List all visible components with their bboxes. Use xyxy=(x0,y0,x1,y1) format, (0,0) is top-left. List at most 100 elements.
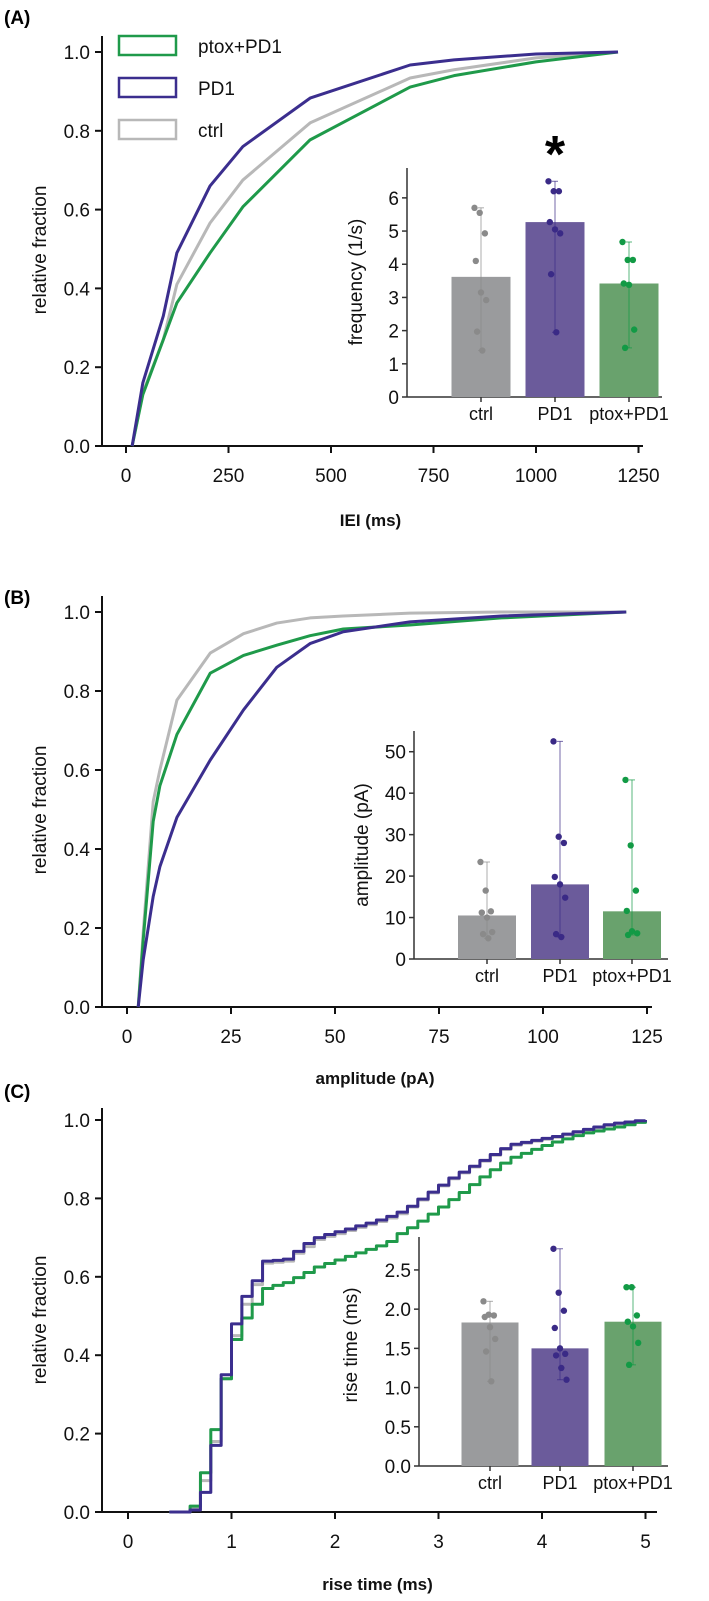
y-tick-label: 0.2 xyxy=(64,1425,90,1446)
y-tick-label: 0.6 xyxy=(64,1268,90,1289)
cdf-line-ptox xyxy=(136,610,627,1008)
inset-category-label: ptox+PD1 xyxy=(592,966,672,986)
x-tick-label: 3 xyxy=(433,1532,444,1553)
inset-y-tick-label: 1 xyxy=(388,355,399,376)
data-point-ctrl xyxy=(486,1323,494,1331)
y-tick-label: 0.4 xyxy=(64,279,91,300)
inset-y-tick-label: 0.0 xyxy=(385,1457,411,1478)
y-tick-label: 1.0 xyxy=(64,1111,90,1132)
y-tick-label: 1.0 xyxy=(64,603,90,624)
x-tick-label: 100 xyxy=(527,1027,559,1048)
inset-y-tick-label: 30 xyxy=(385,826,406,847)
y-tick-label: 1.0 xyxy=(64,43,90,64)
inset-category-label: ctrl xyxy=(478,1473,502,1493)
data-point-PD1 xyxy=(550,1245,557,1252)
inset-y-tick-label: 0 xyxy=(395,950,406,971)
data-point-ptox xyxy=(621,344,629,352)
x-tick-label: 25 xyxy=(220,1027,241,1048)
inset-category-label: ptox+PD1 xyxy=(589,404,669,424)
cdf-line-ptox xyxy=(169,1120,647,1514)
data-point-ptox xyxy=(623,1283,630,1291)
data-point-PD1 xyxy=(555,1289,562,1296)
inset-y-tick-label: 0 xyxy=(388,388,399,409)
data-point-ctrl xyxy=(479,930,487,938)
inset-y-tick-label: 2.5 xyxy=(385,1261,411,1282)
inset-category-label: ptox+PD1 xyxy=(593,1473,673,1493)
data-point-ctrl xyxy=(485,935,492,942)
legend-swatch-PD1 xyxy=(117,76,178,99)
x-tick-label: 1000 xyxy=(515,466,557,487)
data-point-ptox xyxy=(619,238,626,246)
legend-swatch-ctrl xyxy=(117,118,178,141)
y-axis-label: relative fraction xyxy=(30,1256,51,1385)
data-point-ptox xyxy=(635,1339,642,1347)
x-tick-label: 500 xyxy=(315,466,347,487)
x-axis-label: IEI (ms) xyxy=(340,511,401,530)
inset-bar-chart: 0.0 0.5 1.0 1.5 2.0 2.5 rise time (ms) ctrl PD1 p… xyxy=(341,1231,673,1510)
data-point-ptox xyxy=(627,842,634,849)
cdf-line-ptox xyxy=(130,50,619,447)
x-tick-label: 4 xyxy=(537,1532,548,1553)
data-point-ctrl xyxy=(483,296,490,304)
data-point-ptox xyxy=(625,281,633,289)
panel-label: (A) xyxy=(4,8,30,29)
data-point-ctrl xyxy=(478,909,485,916)
inset-category-label: PD1 xyxy=(542,1473,577,1493)
data-point-PD1 xyxy=(558,933,565,941)
data-point-PD1 xyxy=(553,329,560,336)
data-point-ctrl xyxy=(480,1298,487,1305)
cdf-line-ctrl xyxy=(136,610,627,1008)
inset-y-tick-label: 6 xyxy=(388,189,399,210)
data-point-PD1 xyxy=(555,188,563,195)
inset-y-tick-label: 0.5 xyxy=(385,1418,411,1439)
panel-b: (B)0.00.20.40.60.81.00 25 50 75 100 125amplit… xyxy=(4,588,672,1088)
data-point-ptox xyxy=(629,1323,637,1330)
inset-y-tick-label: 5 xyxy=(388,222,399,243)
data-point-ptox xyxy=(620,280,627,287)
panel-c: (C) 0.0 0.2 0.4 0.6 0.8 1.0 0 1 2 3 4 5 rise time (ms… xyxy=(4,1082,673,1594)
x-tick-label: 1 xyxy=(226,1532,237,1553)
data-point-ptox xyxy=(632,887,640,894)
data-point-PD1 xyxy=(550,738,557,745)
data-point-ptox xyxy=(623,907,630,915)
y-tick-label: 0.2 xyxy=(64,919,90,940)
x-tick-label: 750 xyxy=(418,466,450,487)
legend: ptox+PD1 PD1 ctrl xyxy=(117,34,282,142)
inset-y-axis-label: amplitude (pA) xyxy=(352,783,373,907)
y-tick-label: 0.6 xyxy=(64,201,90,222)
y-tick-label: 0.4 xyxy=(64,840,91,861)
inset-y-tick-label: 1.5 xyxy=(385,1339,411,1360)
data-point-PD1 xyxy=(551,1324,558,1332)
inset-y-tick-label: 1.0 xyxy=(385,1379,411,1400)
data-point-ctrl xyxy=(476,209,483,217)
data-point-PD1 xyxy=(557,230,564,237)
y-tick-label: 0.8 xyxy=(64,122,90,143)
data-point-PD1 xyxy=(562,1350,569,1358)
data-point-ptox xyxy=(634,930,641,937)
cdf-line-PD1 xyxy=(130,50,619,447)
y-tick-label: 0.8 xyxy=(64,682,90,703)
inset-background xyxy=(414,725,672,1003)
data-point-PD1 xyxy=(556,881,564,888)
inset-y-tick-label: 4 xyxy=(388,255,399,276)
data-point-ctrl xyxy=(481,230,489,237)
data-point-ptox xyxy=(628,1283,635,1291)
inset-category-label: PD1 xyxy=(542,966,577,986)
legend-swatch-ptox xyxy=(117,34,178,57)
y-tick-label: 0.0 xyxy=(64,998,90,1019)
data-point-ptox xyxy=(631,326,638,333)
data-point-ctrl xyxy=(477,289,485,296)
cdf-line-PD1 xyxy=(169,1119,647,1514)
inset-category-label: ctrl xyxy=(475,966,499,986)
data-point-ctrl xyxy=(477,858,484,866)
data-point-PD1 xyxy=(552,930,560,938)
data-point-ptox xyxy=(624,1318,631,1325)
y-axis-label: relative fraction xyxy=(30,746,51,875)
inset-y-axis-label: frequency (1/s) xyxy=(346,219,367,346)
data-point-ctrl xyxy=(479,347,486,354)
x-axis-label: amplitude (pA) xyxy=(316,1069,435,1088)
y-tick-label: 0.8 xyxy=(64,1189,90,1210)
x-tick-label: 1250 xyxy=(617,466,659,487)
y-axis-label: relative fraction xyxy=(30,186,51,315)
data-point-PD1 xyxy=(560,839,568,847)
